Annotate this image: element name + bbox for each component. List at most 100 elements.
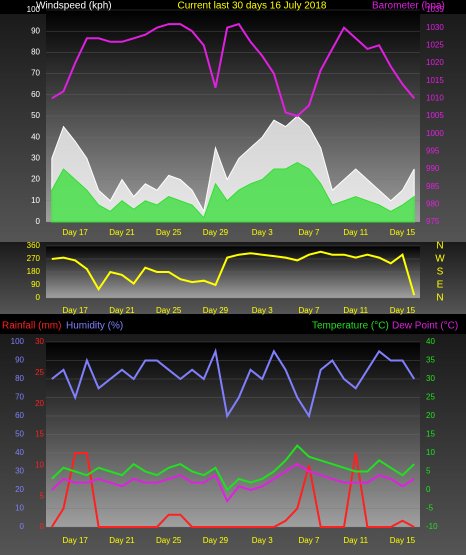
y2-tick-label: 1015	[426, 76, 444, 85]
x-tick-label: Day 3	[252, 228, 273, 237]
y2-tick-label: 975	[426, 217, 440, 226]
x-tick-label: Day 21	[109, 536, 135, 545]
y2-tick-label: -10	[426, 522, 438, 531]
y2-tick-label: 990	[426, 164, 440, 173]
y-tick-label: 270	[27, 254, 41, 263]
x-tick-label: Day 29	[203, 306, 229, 315]
y2-tick-label: 25	[426, 393, 435, 402]
y2-tick-label: 10	[426, 448, 435, 457]
x-tick-label: Day 7	[299, 228, 320, 237]
x-tick-label: Day 25	[156, 228, 182, 237]
legend-label: Dew Point (°C)	[392, 321, 458, 332]
y-tick-label: 360	[27, 241, 41, 250]
y2-tick-label: N	[436, 293, 443, 304]
line	[51, 250, 416, 296]
line	[51, 22, 415, 118]
y2-tick-label: 995	[426, 146, 440, 155]
y-tick-label: 60	[15, 411, 24, 420]
y-tick-label: 180	[27, 267, 41, 276]
y2-tick-label: 1030	[426, 23, 444, 32]
y-tick-label: 100	[11, 337, 25, 346]
y-tick-label: 0	[36, 293, 41, 302]
y-tick-label: 50	[15, 430, 24, 439]
x-tick-label: Day 15	[390, 306, 416, 315]
y-tick-label: 30	[15, 467, 24, 476]
y2-tick-label: 20	[426, 411, 435, 420]
y-tick-label: 100	[27, 5, 41, 14]
y-axis-label: Windspeed (kph)	[36, 1, 112, 12]
y-tick-label: 40	[15, 448, 24, 457]
y2-tick-label: W	[435, 254, 445, 265]
x-tick-label: Day 3	[252, 536, 273, 545]
y-tick-label: 20	[15, 485, 24, 494]
y-tick-label: 30	[31, 154, 40, 163]
x-tick-label: Day 7	[299, 306, 320, 315]
y2-tick-label: 1020	[426, 58, 444, 67]
x-tick-label: Day 11	[343, 306, 368, 315]
y2-tick-label: 1005	[426, 111, 444, 120]
y-tick-label: 40	[31, 132, 40, 141]
y2-tick-label: 1010	[426, 93, 444, 102]
y-tick-label: 10	[31, 196, 40, 205]
y-tick-label: 0	[20, 522, 25, 531]
x-tick-label: Day 25	[156, 536, 182, 545]
x-tick-label: Day 17	[63, 536, 89, 545]
line	[51, 444, 415, 492]
y2-tick-label: 1000	[426, 129, 444, 138]
y-tick-label: 80	[15, 374, 24, 383]
y-tick-label: 50	[31, 111, 40, 120]
x-tick-label: Day 25	[156, 306, 182, 315]
y3-tick-label: 20	[35, 399, 44, 408]
y2-tick-label: 0	[426, 485, 431, 494]
y-tick-label: 60	[31, 90, 40, 99]
y-tick-label: 80	[31, 48, 40, 57]
y2-tick-label: S	[437, 267, 444, 278]
y2-tick-label: 1025	[426, 40, 444, 49]
y3-tick-label: 10	[35, 460, 44, 469]
y2-tick-label: 985	[426, 182, 440, 191]
x-tick-label: Day 17	[63, 228, 89, 237]
x-tick-label: Day 29	[203, 228, 229, 237]
y-tick-label: 70	[15, 393, 24, 402]
x-tick-label: Day 7	[299, 536, 320, 545]
x-tick-label: Day 15	[390, 228, 416, 237]
y2-tick-label: 1035	[426, 5, 444, 14]
y2-tick-label: 30	[426, 374, 435, 383]
x-tick-label: Day 17	[63, 306, 89, 315]
legend-label: Humidity (%)	[66, 321, 123, 332]
x-tick-label: Day 29	[203, 536, 229, 545]
y2-tick-label: E	[437, 280, 444, 291]
y3-tick-label: 15	[35, 430, 44, 439]
y3-tick-label: 0	[40, 522, 45, 531]
y-tick-label: 20	[31, 175, 40, 184]
y2-tick-label: 980	[426, 199, 440, 208]
y-tick-label: 10	[15, 504, 24, 513]
x-tick-label: Day 3	[252, 306, 273, 315]
x-tick-label: Day 15	[390, 536, 416, 545]
y2-axis-label: Barometer (hpa)	[372, 1, 445, 12]
y3-tick-label: 30	[35, 337, 44, 346]
y-tick-label: 90	[31, 280, 40, 289]
y2-tick-label: -5	[426, 504, 434, 513]
legend-label: Rainfall (mm)	[2, 321, 61, 332]
line	[51, 347, 416, 419]
y-tick-label: 90	[31, 26, 40, 35]
chart-title: Current last 30 days 16 July 2018	[178, 1, 327, 12]
y2-tick-label: 40	[426, 337, 435, 346]
x-tick-label: Day 21	[109, 306, 135, 315]
y-tick-label: 70	[31, 69, 40, 78]
area	[51, 162, 415, 223]
legend-label: Temperature (°C)	[312, 321, 389, 332]
x-tick-label: Day 11	[343, 536, 368, 545]
y2-tick-label: 15	[426, 430, 435, 439]
y3-tick-label: 5	[40, 491, 45, 500]
x-tick-label: Day 11	[343, 228, 368, 237]
y2-tick-label: 5	[426, 467, 431, 476]
y-tick-label: 90	[15, 356, 24, 365]
x-tick-label: Day 21	[109, 228, 135, 237]
y2-tick-label: N	[436, 241, 443, 252]
line	[51, 462, 415, 504]
line	[50, 452, 415, 528]
